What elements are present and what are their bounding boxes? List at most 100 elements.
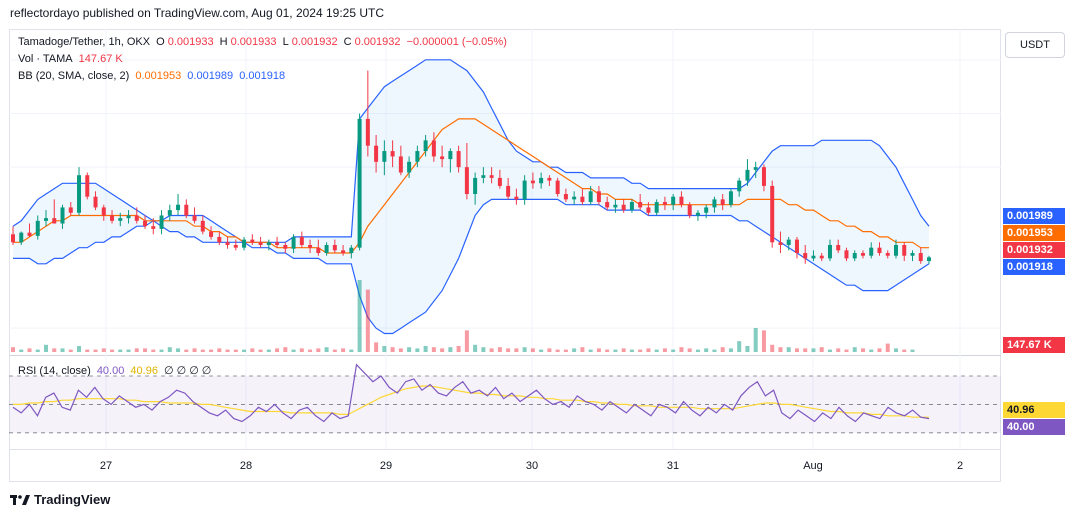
candle bbox=[374, 134, 379, 173]
bb-basis-price-tag: 0.001953 bbox=[1003, 225, 1065, 241]
candle bbox=[902, 242, 907, 262]
volume-bar bbox=[778, 347, 783, 352]
volume-bar bbox=[910, 349, 915, 352]
candle bbox=[761, 164, 766, 192]
candle bbox=[704, 204, 709, 219]
candle bbox=[530, 172, 535, 189]
candle bbox=[85, 172, 90, 200]
candle-body bbox=[844, 250, 849, 259]
candle-body bbox=[242, 239, 247, 248]
candle bbox=[893, 239, 898, 259]
candle-body bbox=[151, 226, 156, 229]
volume-bar bbox=[860, 348, 865, 352]
candle bbox=[588, 185, 593, 205]
volume-bar bbox=[250, 348, 255, 352]
time-tick-label: 30 bbox=[526, 460, 538, 472]
candle bbox=[126, 210, 131, 224]
volume-bar bbox=[869, 349, 874, 352]
volume-bar bbox=[159, 349, 164, 352]
bb-upper-line bbox=[12, 59, 930, 243]
candle bbox=[184, 199, 189, 219]
volume-bar bbox=[514, 348, 519, 352]
volume-bar bbox=[423, 346, 428, 352]
candle-body bbox=[143, 220, 148, 227]
volume-bar bbox=[209, 349, 214, 352]
candle bbox=[390, 140, 395, 168]
chart-area[interactable]: 0.0023000.0022000.0021000.00180027282930… bbox=[9, 29, 1001, 482]
candle-body bbox=[275, 242, 280, 245]
candle-body bbox=[258, 242, 263, 245]
volume-bar bbox=[233, 349, 238, 352]
change-value: −0.000001 (−0.05%) bbox=[406, 36, 507, 48]
volume-bar bbox=[134, 348, 139, 352]
candle-body bbox=[580, 196, 585, 203]
candle-body bbox=[753, 167, 758, 170]
volume-bar bbox=[398, 348, 403, 352]
bb-basis-value: 0.001953 bbox=[135, 70, 182, 82]
candle bbox=[555, 177, 560, 197]
candle-body bbox=[440, 156, 445, 160]
candle bbox=[209, 226, 214, 240]
volume-bar bbox=[613, 349, 618, 352]
candle-body bbox=[217, 236, 222, 243]
candle bbox=[365, 70, 370, 157]
candle bbox=[398, 145, 403, 176]
candle-body bbox=[44, 218, 49, 221]
candle-body bbox=[11, 234, 15, 243]
candle bbox=[539, 172, 544, 189]
candle-body bbox=[695, 212, 700, 216]
candle-body bbox=[778, 242, 783, 245]
volume-bar bbox=[687, 348, 692, 352]
volume-bar bbox=[893, 348, 898, 352]
volume-bar bbox=[126, 349, 131, 352]
volume-bar bbox=[27, 348, 32, 352]
candle-body bbox=[770, 185, 775, 243]
time-tick-label: 28 bbox=[240, 460, 252, 472]
volume-bar bbox=[844, 349, 849, 352]
candle-body bbox=[192, 215, 197, 221]
symbol-label[interactable]: Tamadoge/Tether, 1h, OKX bbox=[18, 36, 151, 48]
time-tick-label: 27 bbox=[100, 460, 112, 472]
candle bbox=[448, 148, 453, 173]
candle bbox=[654, 199, 659, 216]
tradingview-logo[interactable]: TradingView bbox=[10, 492, 110, 507]
candle-body bbox=[621, 204, 626, 211]
volume-bar bbox=[308, 349, 313, 352]
candle-body bbox=[687, 204, 692, 216]
candle-body bbox=[357, 118, 362, 248]
candle bbox=[35, 215, 40, 240]
candle-body bbox=[646, 207, 651, 213]
volume-bar bbox=[324, 347, 329, 352]
candle-body bbox=[563, 194, 568, 200]
volume-bar bbox=[638, 349, 643, 352]
candle-body bbox=[225, 242, 230, 245]
candle-body bbox=[539, 177, 544, 184]
candle bbox=[728, 188, 733, 208]
candle bbox=[869, 242, 874, 259]
volume-bar bbox=[390, 347, 395, 352]
time-tick-label: 29 bbox=[380, 460, 392, 472]
candle-body bbox=[266, 242, 271, 245]
candle-body bbox=[902, 244, 907, 256]
candle bbox=[324, 242, 329, 256]
bb-fill bbox=[13, 59, 929, 334]
candle-body bbox=[522, 180, 527, 200]
candle bbox=[291, 234, 296, 254]
volume-bar bbox=[836, 348, 841, 352]
volume-bar bbox=[143, 348, 148, 352]
volume-bar bbox=[77, 346, 82, 352]
volume-bar bbox=[877, 348, 882, 352]
candle bbox=[275, 236, 280, 248]
candle bbox=[52, 199, 57, 224]
candle-body bbox=[704, 207, 709, 213]
volume-bar bbox=[753, 328, 758, 352]
currency-button[interactable]: USDT bbox=[1005, 32, 1065, 58]
bb-lower-value: 0.001918 bbox=[239, 70, 286, 82]
volume-legend: Vol · TAMA 147.67 K bbox=[18, 53, 123, 65]
candle bbox=[720, 194, 725, 211]
candle-body bbox=[176, 204, 181, 211]
candle-body bbox=[27, 232, 32, 236]
volume-bar bbox=[448, 347, 453, 352]
candle-body bbox=[588, 191, 593, 203]
volume-bar bbox=[885, 343, 890, 352]
